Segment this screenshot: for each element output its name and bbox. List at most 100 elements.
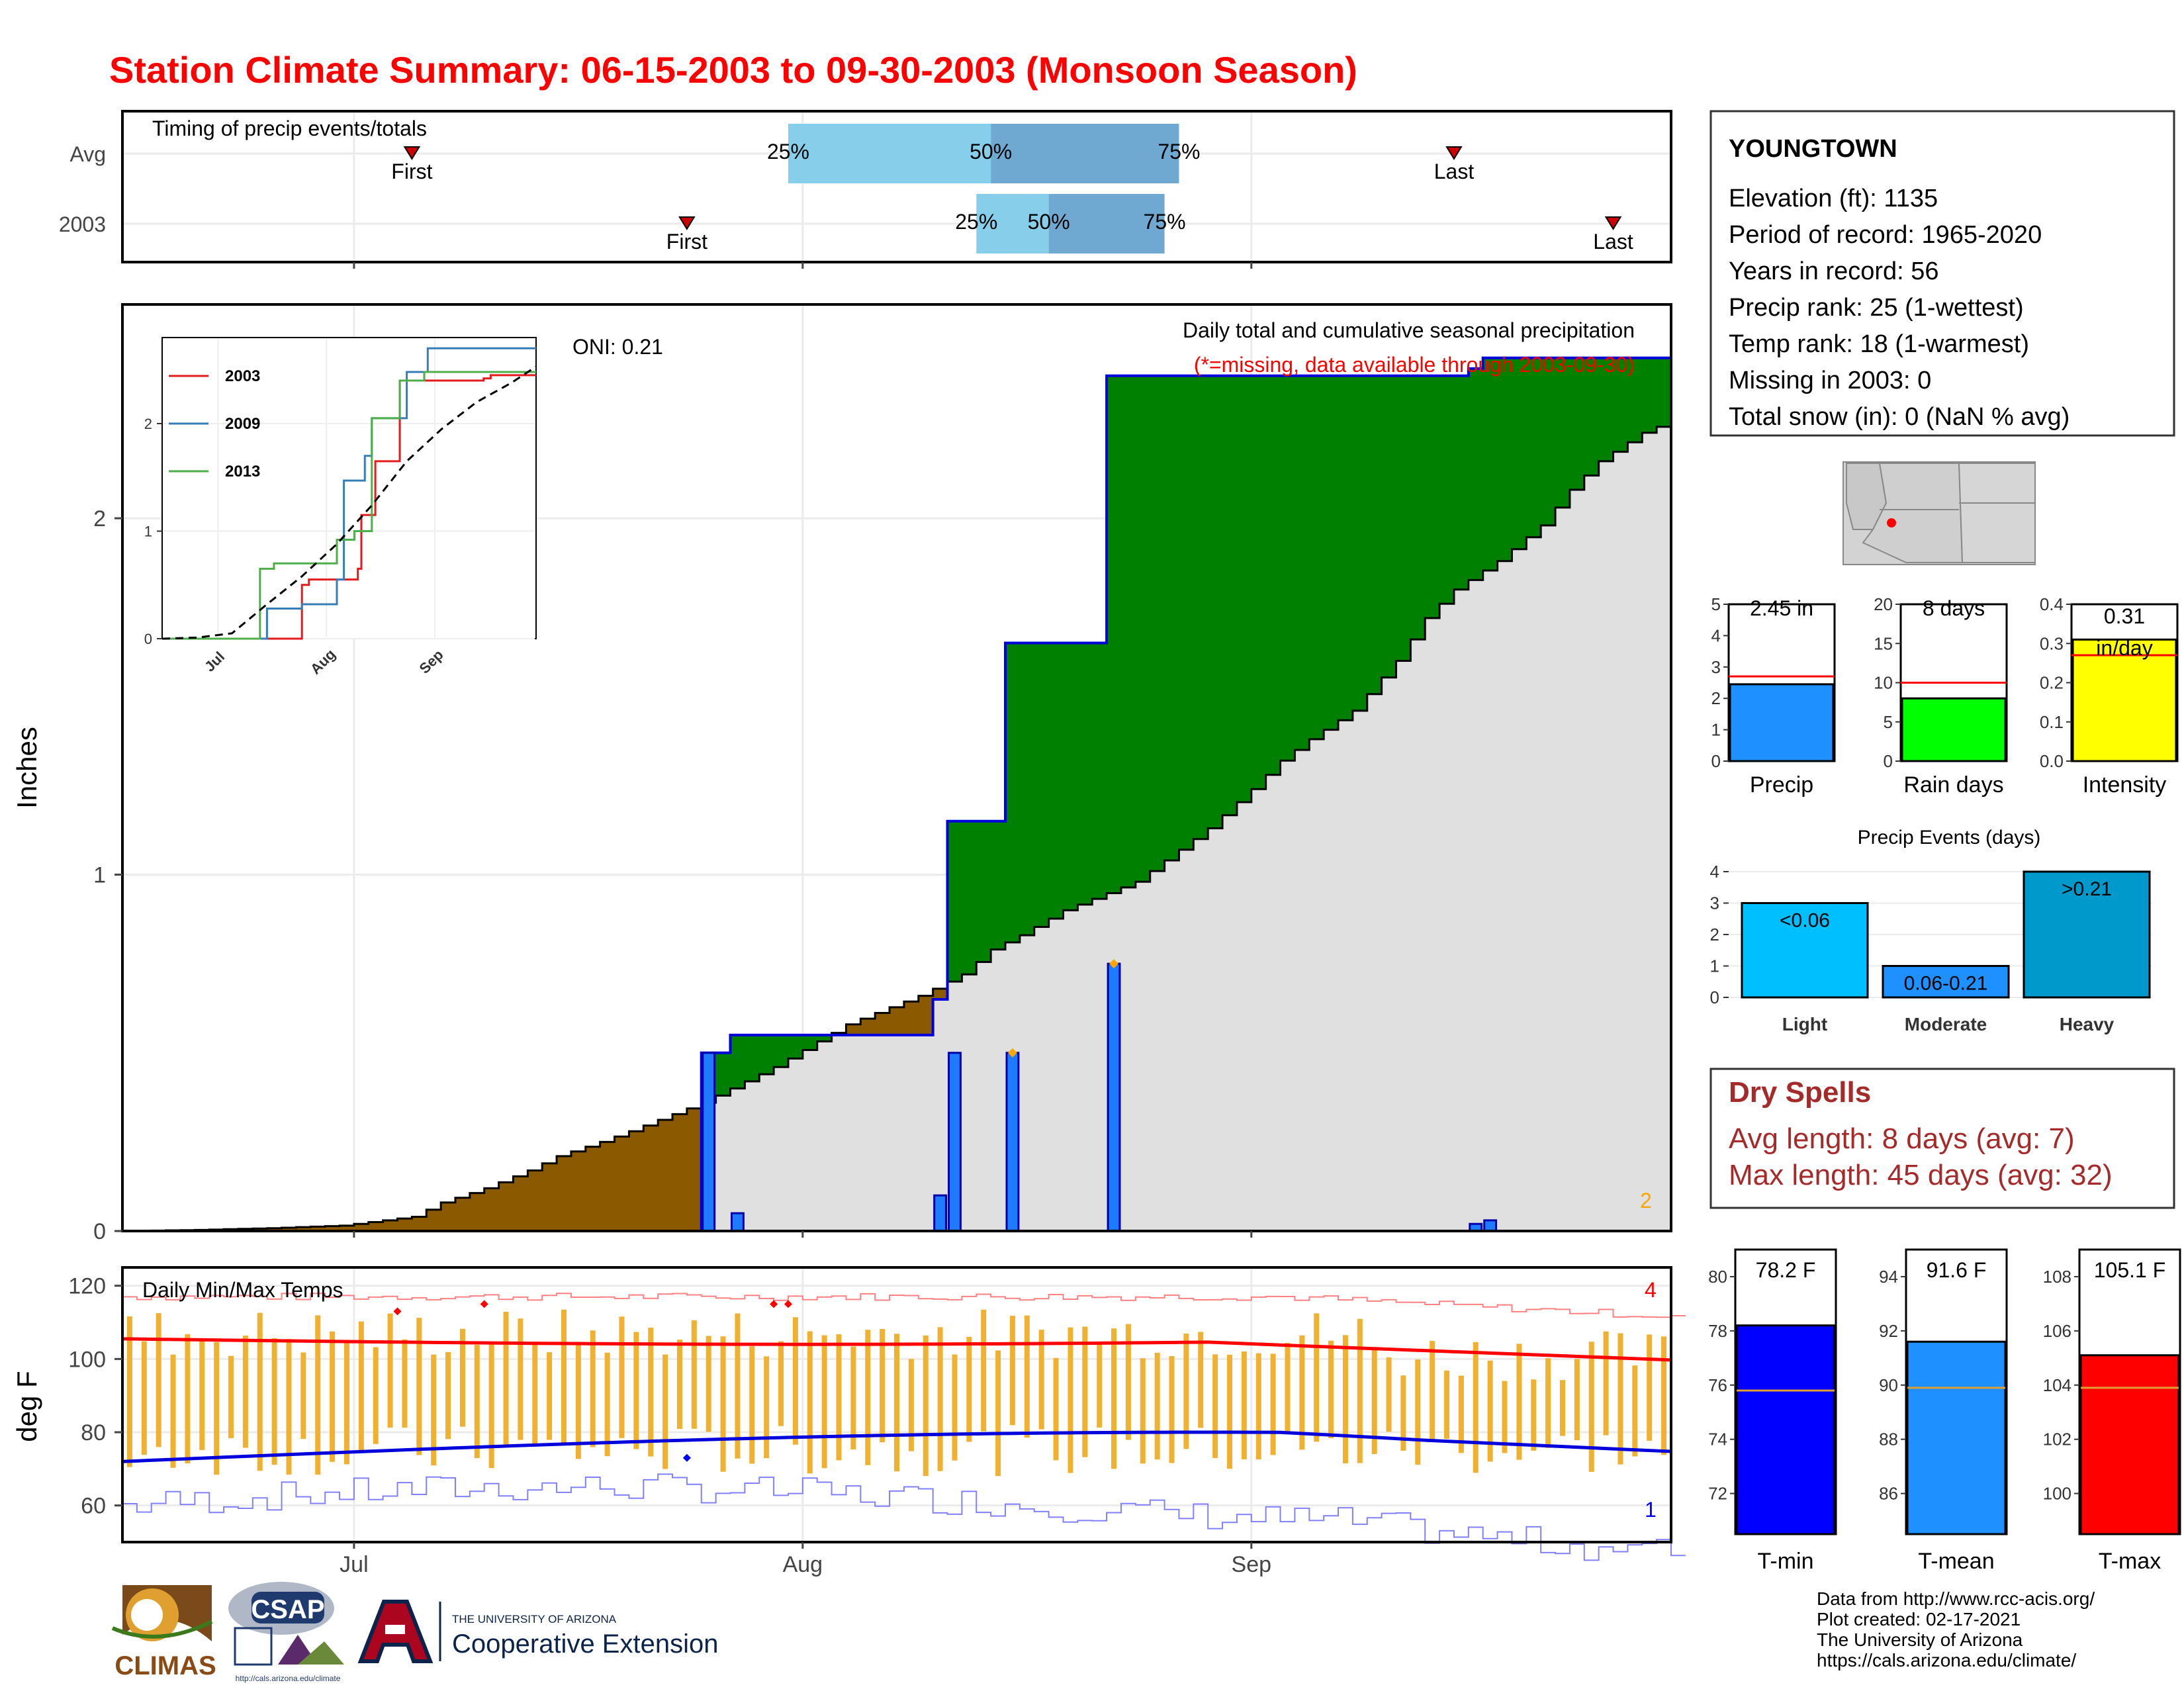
daily-temp-bar (633, 1332, 639, 1449)
summary-bar-label: 2.45 in (1750, 596, 1813, 620)
dry-spells-box: Dry Spells Avg length: 8 days (avg: 7) M… (1711, 1069, 2174, 1208)
cumulative-base-segment (1410, 639, 1425, 1231)
timing-q75-label: 75% (1144, 210, 1186, 234)
cumulative-base-segment (1657, 427, 1671, 1231)
temps-count-high: 4 (1645, 1278, 1657, 1302)
deficit-segment (383, 1220, 398, 1231)
daily-temp-bar (1444, 1371, 1449, 1439)
cumulative-base-segment (731, 1089, 745, 1231)
cumulative-base-segment (1077, 905, 1092, 1231)
cumulative-base-segment (1266, 775, 1281, 1231)
surplus-segment (1266, 376, 1281, 775)
daily-temp-bar (1357, 1319, 1363, 1463)
cumulative-base-segment (1353, 711, 1367, 1231)
temp-summary-y-tick: 100 (2043, 1484, 2071, 1504)
daily-temp-bar (1531, 1379, 1536, 1451)
daily-temp-bar (214, 1342, 219, 1475)
climas-logo: CLIMAS (113, 1585, 216, 1680)
daily-temp-bar (1285, 1343, 1290, 1434)
events-category-label: Moderate (1905, 1014, 1987, 1034)
temps-y-tick-label: 120 (68, 1274, 106, 1299)
temps-y-tick-label: 80 (81, 1420, 106, 1445)
inset-legend-label: 2013 (225, 463, 260, 480)
cumulative-base-segment (1526, 537, 1541, 1231)
temp-summary-bar (2081, 1355, 2179, 1534)
events-y-tick: 0 (1710, 987, 1719, 1007)
daily-temp-bar (1328, 1341, 1334, 1438)
deficit-segment (527, 1170, 542, 1231)
surplus-segment (1034, 643, 1049, 927)
deficit-segment (643, 1126, 658, 1231)
temp-summary-y-tick: 104 (2043, 1375, 2071, 1395)
daily-temp-bar (1488, 1361, 1493, 1462)
cumulative-base-segment (1121, 888, 1136, 1231)
daily-temp-bar (344, 1342, 349, 1465)
surplus-segment (1193, 376, 1208, 839)
state-map (1843, 462, 2035, 565)
daily-temp-bar (1560, 1380, 1565, 1436)
summary-bar-y-tick: 10 (1874, 673, 1893, 693)
timing-iqr-high (991, 124, 1179, 183)
cumulative-base-segment (1469, 580, 1483, 1231)
cumulative-base-segment (1222, 815, 1237, 1231)
daily-temp-bar (938, 1327, 943, 1471)
daily-precip-bar (1007, 1053, 1019, 1231)
daily-temp-bar (257, 1313, 263, 1471)
summary-bar-name: Intensity (2083, 772, 2167, 798)
surplus-segment (1541, 358, 1555, 526)
station-info-line: Elevation (ft): 1135 (1729, 185, 1938, 212)
cumulative-base-segment (1627, 442, 1642, 1231)
daily-temp-bar (1632, 1365, 1637, 1456)
daily-temp-bar (1082, 1326, 1087, 1457)
ua-big-text: Cooperative Extension (452, 1629, 718, 1659)
deficit-segment (571, 1152, 586, 1231)
temp-summary-y-tick: 78 (1708, 1321, 1727, 1341)
daily-temp-bar (692, 1320, 697, 1429)
cumulative-base-segment (1281, 760, 1295, 1231)
inset-legend-label: 2003 (225, 367, 260, 385)
daily-precip-bar (703, 1053, 715, 1231)
surplus-segment (731, 1035, 745, 1089)
surplus-segment (1281, 376, 1295, 761)
surplus-segment (1454, 376, 1469, 590)
daily-temp-bar (735, 1314, 740, 1459)
temp-summary-y-tick: 76 (1708, 1375, 1727, 1395)
cumulative-base-segment (1642, 433, 1657, 1231)
daily-temp-bar (156, 1313, 161, 1447)
surplus-segment (716, 1053, 731, 1096)
events-category-label: Light (1782, 1014, 1827, 1034)
events-y-tick: 4 (1710, 862, 1719, 882)
temps-y-tick-label: 60 (81, 1494, 106, 1519)
csap-wordmark: CSAP (251, 1595, 324, 1624)
daily-temp-bar (1242, 1351, 1247, 1459)
summary-bar-y-tick: 4 (1711, 625, 1721, 645)
cumulative-base-segment (832, 1035, 846, 1231)
deficit-segment (904, 1001, 919, 1035)
station-name: YOUNGTOWN (1729, 135, 1897, 163)
dry-spells-avg: Avg length: 8 days (avg: 7) (1729, 1122, 2075, 1155)
daily-precip-bar (934, 1195, 946, 1231)
surplus-segment (1107, 376, 1121, 893)
surplus-segment (1396, 376, 1410, 661)
temp-summary-y-tick: 92 (1879, 1321, 1898, 1341)
surplus-segment (1657, 358, 1671, 427)
timing-q50-label: 50% (970, 140, 1012, 163)
daily-temp-bar (923, 1336, 929, 1476)
credits: Data from http://www.rcc-acis.org/Plot c… (1817, 1588, 2095, 1670)
ua-logo: THE UNIVERSITY OF ARIZONA Cooperative Ex… (361, 1602, 718, 1661)
timing-q25-label: 25% (767, 140, 809, 163)
cumulative-base-segment (860, 1035, 875, 1231)
daily-temp-bar (228, 1356, 234, 1438)
daily-temp-bar (1387, 1357, 1392, 1432)
cumulative-base-segment (817, 1042, 832, 1231)
precip-y-tick-label: 1 (93, 863, 106, 888)
surplus-segment (1410, 376, 1425, 639)
credit-line: https://cals.arizona.edu/climate/ (1817, 1650, 2076, 1670)
daily-temp-bar (677, 1340, 682, 1429)
timing-first-label: First (666, 230, 707, 253)
